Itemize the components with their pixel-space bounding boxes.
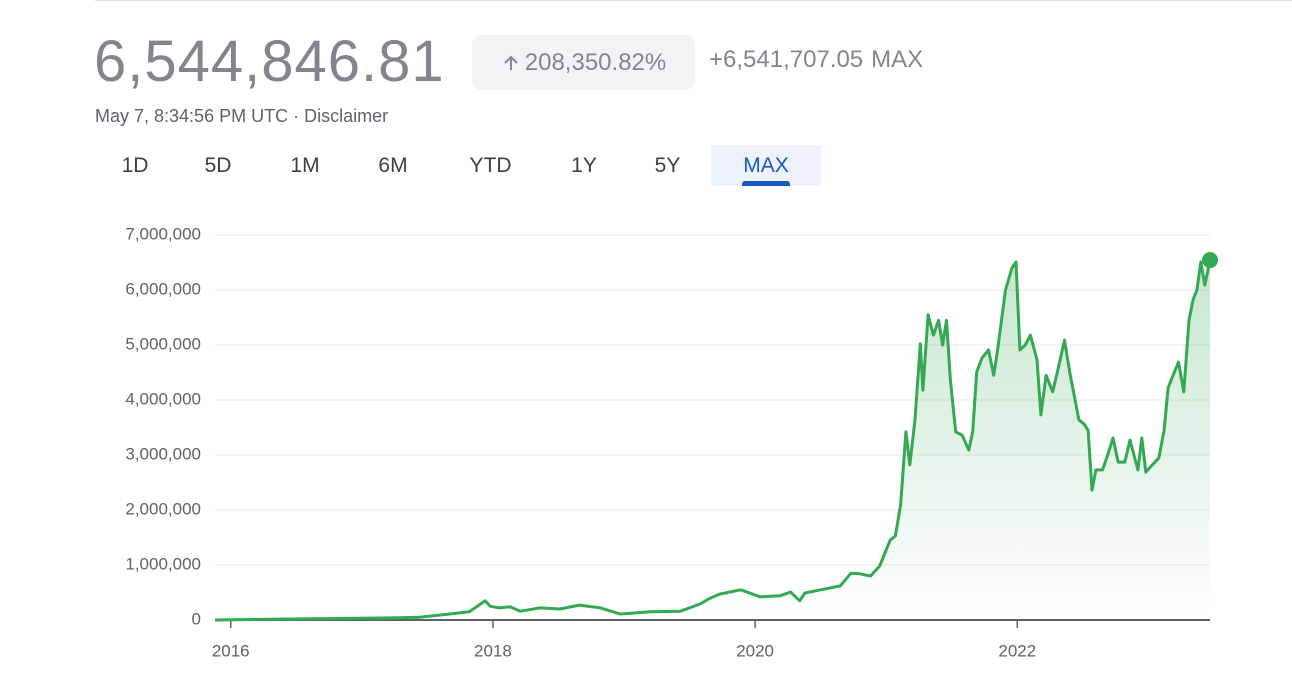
range-tab[interactable]: 1D: [121, 153, 149, 177]
period: MAX: [871, 46, 924, 73]
change-pill: 208,350.82%: [472, 35, 695, 90]
range-tabs: 1D 5D 1M 6M YTD 1Y 5Y MAX: [95, 145, 821, 186]
area: [215, 260, 1210, 620]
timestamp: May 7, 8:34:56 PM UTC: [95, 106, 289, 126]
range-tab[interactable]: MAX: [711, 145, 821, 186]
y-tick-label: 3,000,000: [125, 444, 201, 463]
range-tab[interactable]: YTD: [469, 153, 512, 177]
x-tick-label: 2018: [474, 641, 512, 660]
x-tick-label: 2022: [998, 641, 1036, 660]
change-abs: +6,541,707.05 MAX: [709, 46, 931, 74]
range-tab[interactable]: 5Y: [654, 153, 681, 177]
y-tick-label: 1,000,000: [125, 554, 201, 573]
change-value: +6,541,707.05: [709, 46, 864, 73]
x-tick-label: 2016: [212, 641, 250, 660]
x-tick-label: 2020: [736, 641, 774, 660]
meta: May 7, 8:34:56 PM UTC · Disclaimer: [95, 106, 388, 127]
price: 6,544,846.81: [94, 29, 445, 94]
y-tick-label: 4,000,000: [125, 389, 201, 408]
up-arrow: [504, 55, 518, 70]
disclaimer[interactable]: Disclaimer: [304, 106, 389, 126]
change-percent: 208,350.82%: [524, 48, 667, 76]
y-tick-label: 0: [192, 609, 201, 628]
range-tab[interactable]: 1Y: [571, 153, 597, 177]
last-point: [1202, 252, 1218, 269]
y-tick-label: 5,000,000: [125, 334, 201, 353]
range-tab[interactable]: 5D: [204, 153, 232, 177]
range-tab[interactable]: 1M: [290, 153, 320, 177]
range-tab[interactable]: 6M: [378, 153, 408, 177]
y-tick-label: 7,000,000: [125, 224, 201, 243]
price-line: [214, 259, 1212, 622]
separator: ·: [293, 106, 300, 126]
divider: [95, 0, 1292, 1]
y-tick-label: 2,000,000: [125, 499, 201, 518]
y-tick-label: 6,000,000: [125, 279, 201, 298]
